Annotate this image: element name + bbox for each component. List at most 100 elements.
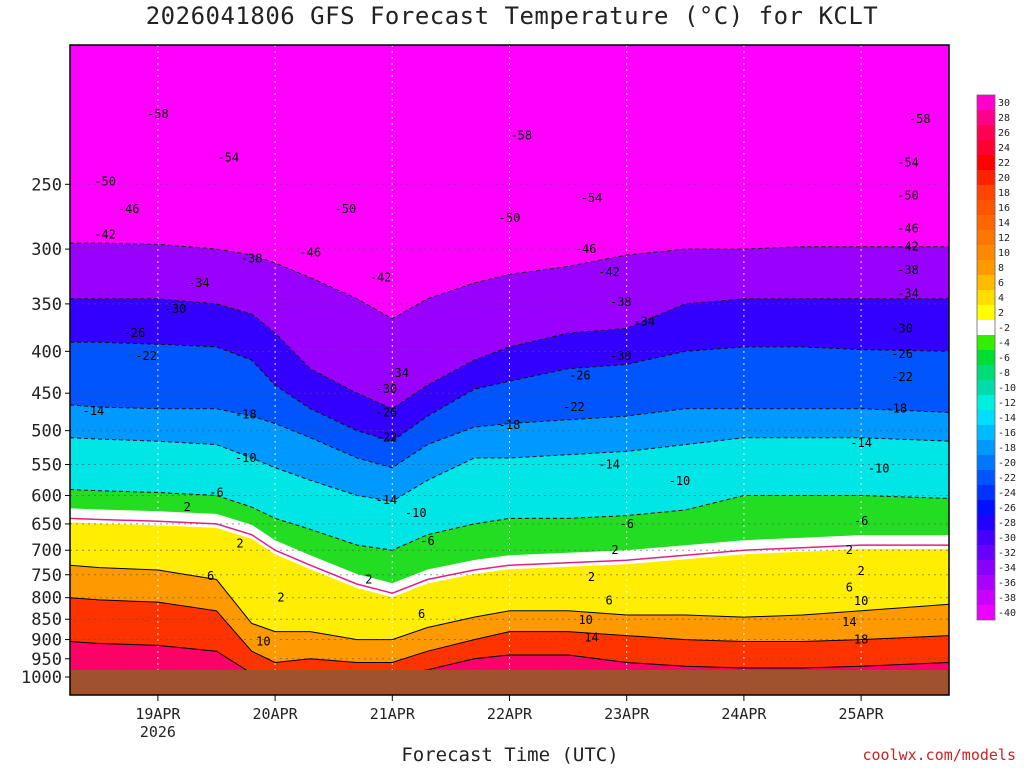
contour-label: 2 xyxy=(611,543,618,557)
contour-label: 2 xyxy=(846,543,853,557)
colorbar-label: -6 xyxy=(998,353,1010,364)
contour-label: -26 xyxy=(124,326,146,340)
contour-label: -38 xyxy=(610,295,632,309)
contour-label: 2 xyxy=(365,572,372,586)
contour-label: -6 xyxy=(420,534,434,548)
y-tick-label: 500 xyxy=(31,422,62,442)
freezing-level-band xyxy=(70,508,949,598)
x-axis-label: Forecast Time (UTC) xyxy=(401,744,619,766)
isotherm-line xyxy=(70,341,949,442)
contour-label: -14 xyxy=(598,458,620,472)
isotherm-line xyxy=(70,517,949,594)
isotherm-line xyxy=(70,641,949,678)
contour-label: -54 xyxy=(581,191,603,205)
contour-label: 6 xyxy=(207,569,214,583)
isotherm-contours xyxy=(70,242,949,678)
colorbar-label: -14 xyxy=(998,413,1016,424)
y-axis: 2503003504004505005506006507007508008509… xyxy=(21,175,70,688)
contour-label: 2 xyxy=(588,570,595,584)
colorbar-swatch xyxy=(977,275,995,290)
colorbar-swatch xyxy=(977,410,995,425)
colorbar-label: -40 xyxy=(998,608,1016,619)
colorbar-swatch xyxy=(977,305,995,320)
colorbar-label: 30 xyxy=(998,98,1010,109)
colorbar-label: 2 xyxy=(998,308,1004,319)
contour-label: -34 xyxy=(188,276,210,290)
colorbar-label: -30 xyxy=(998,533,1016,544)
colorbar-label: -38 xyxy=(998,593,1016,604)
colorbar-swatch xyxy=(977,560,995,575)
contour-label: -14 xyxy=(376,493,398,507)
contour-label: -50 xyxy=(897,189,919,203)
contour-label: -42 xyxy=(897,240,919,254)
colorbar-label: -22 xyxy=(998,473,1016,484)
contour-label: 10 xyxy=(854,594,868,608)
temperature-band-8 xyxy=(70,565,949,663)
colorbar-label: -4 xyxy=(998,338,1010,349)
colorbar-label: 26 xyxy=(998,128,1010,139)
colorbar-swatch xyxy=(977,215,995,230)
colorbar-swatch xyxy=(977,500,995,515)
grid-lines xyxy=(70,45,949,695)
contour-label: -42 xyxy=(370,271,392,285)
contour-label: -50 xyxy=(94,174,116,188)
contour-label: -6 xyxy=(209,485,223,499)
contour-label: -6 xyxy=(854,514,868,528)
contour-label: 18 xyxy=(854,633,868,647)
contour-label: -42 xyxy=(94,228,116,242)
colorbar-label: -12 xyxy=(998,398,1016,409)
colorbar-swatch xyxy=(977,335,995,350)
contour-label: -18 xyxy=(235,408,257,422)
colorbar-swatch xyxy=(977,125,995,140)
colorbar-swatch xyxy=(977,545,995,560)
contour-label: -34 xyxy=(387,366,409,380)
y-tick-label: 400 xyxy=(31,342,62,362)
colorbar-label: -10 xyxy=(998,383,1016,394)
contour-label: -38 xyxy=(897,263,919,277)
contour-label: -34 xyxy=(633,315,655,329)
contour-label: 2 xyxy=(857,564,864,578)
contour-labels: -58-58-58-54-54-54-50-50-50-50-46-46 -46-… xyxy=(83,107,931,649)
y-tick-label: 850 xyxy=(31,610,62,630)
contour-label: -22 xyxy=(891,370,913,384)
contour-label: -22 xyxy=(563,400,585,414)
contour-label: 14 xyxy=(842,615,856,629)
surface-ground xyxy=(70,670,949,695)
contour-label: 2 xyxy=(277,591,284,605)
contour-label: -22 xyxy=(135,349,157,363)
contour-label: -18 xyxy=(499,418,521,432)
isotherm-line xyxy=(70,597,949,664)
colorbar-label: 20 xyxy=(998,173,1010,184)
contour-label: -50 xyxy=(335,202,357,216)
y-tick-label: 250 xyxy=(31,175,62,195)
colorbar-swatch xyxy=(977,245,995,260)
colorbar-swatch xyxy=(977,185,995,200)
colorbar-label: -36 xyxy=(998,578,1016,589)
contour-label: -30 xyxy=(376,382,398,396)
contour-label: 6 xyxy=(606,593,613,607)
contour-label: -10 xyxy=(669,474,691,488)
y-tick-label: 550 xyxy=(31,456,62,476)
contour-label: -22 xyxy=(376,431,398,445)
y-tick-label: 900 xyxy=(31,631,62,651)
colorbar-swatch xyxy=(977,110,995,125)
x-tick-label: 21APR xyxy=(370,705,416,723)
colorbar-label: 16 xyxy=(998,203,1010,214)
colorbar-swatch xyxy=(977,170,995,185)
temperature-band-6 xyxy=(70,489,949,594)
y-tick-label: 1000 xyxy=(21,668,62,688)
contour-label: -30 xyxy=(891,321,913,335)
isotherm-line xyxy=(70,404,949,469)
contour-label: -14 xyxy=(83,404,105,418)
colorbar-swatch xyxy=(977,290,995,305)
colorbar-label: 22 xyxy=(998,158,1010,169)
surface-band xyxy=(70,670,949,695)
isotherm-line xyxy=(70,437,949,502)
colorbar-label: 14 xyxy=(998,218,1010,229)
x-tick-label: 19APR xyxy=(135,705,181,723)
isotherm-line xyxy=(70,564,949,641)
colorbar-swatch xyxy=(977,440,995,455)
y-tick-label: 700 xyxy=(31,541,62,561)
